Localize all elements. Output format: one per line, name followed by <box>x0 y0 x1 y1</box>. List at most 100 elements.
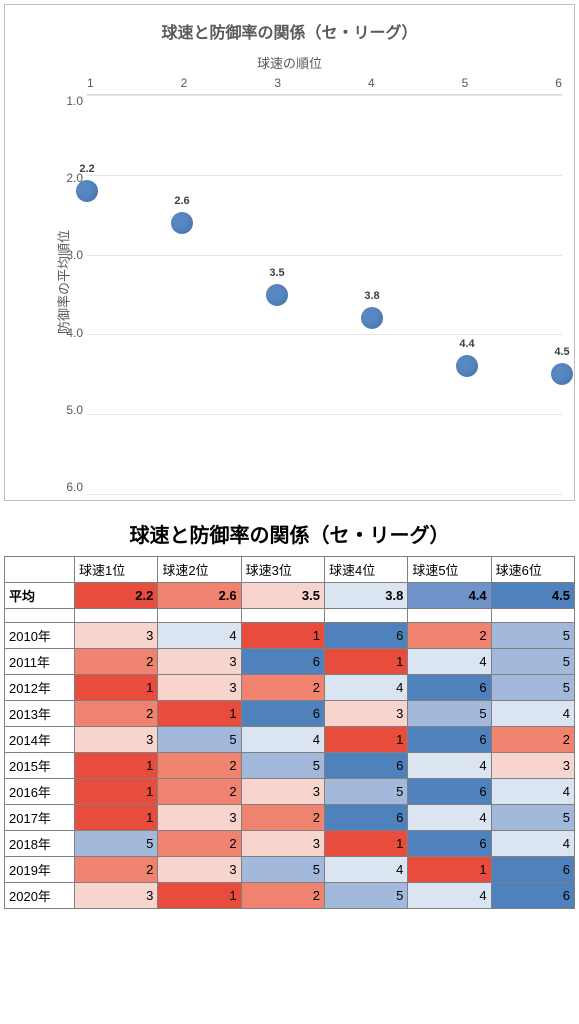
x-tick: 5 <box>462 76 469 90</box>
data-cell: 5 <box>491 649 574 675</box>
data-cell: 5 <box>241 857 324 883</box>
avg-cell: 2.2 <box>75 583 158 609</box>
data-cell: 1 <box>241 623 324 649</box>
x-ticks: 123456 <box>87 76 562 94</box>
table-row: 2011年236145 <box>5 649 575 675</box>
data-cell: 1 <box>324 649 407 675</box>
x-tick: 1 <box>87 76 94 90</box>
data-cell: 1 <box>408 857 491 883</box>
data-cell: 3 <box>158 857 241 883</box>
data-cell: 6 <box>408 727 491 753</box>
data-cell: 2 <box>241 805 324 831</box>
table-row: 2019年235416 <box>5 857 575 883</box>
data-cell: 4 <box>408 649 491 675</box>
year-cell: 2016年 <box>5 779 75 805</box>
year-cell: 2018年 <box>5 831 75 857</box>
data-cell: 2 <box>75 649 158 675</box>
data-point-label: 4.5 <box>554 346 569 358</box>
gridline <box>87 414 562 415</box>
data-cell: 3 <box>75 623 158 649</box>
data-cell: 3 <box>158 805 241 831</box>
y-axis-title: 防御率の平均順位 <box>54 230 73 334</box>
table-row: 2014年354162 <box>5 727 575 753</box>
plot-area: 2.22.63.53.84.44.5 <box>87 94 562 494</box>
column-header: 球速6位 <box>491 557 574 583</box>
x-tick: 6 <box>555 76 562 90</box>
year-cell: 2012年 <box>5 675 75 701</box>
data-cell: 6 <box>241 701 324 727</box>
table-row: 2017年132645 <box>5 805 575 831</box>
year-cell: 2014年 <box>5 727 75 753</box>
avg-cell: 4.5 <box>491 583 574 609</box>
data-point <box>456 355 478 377</box>
data-cell: 4 <box>491 779 574 805</box>
data-cell: 2 <box>241 883 324 909</box>
data-cell: 2 <box>491 727 574 753</box>
plot-wrapper: 防御率の平均順位 1.02.03.04.05.06.0 2.22.63.53.8… <box>11 94 568 494</box>
table-row: 2012年132465 <box>5 675 575 701</box>
data-cell: 4 <box>324 857 407 883</box>
data-cell: 6 <box>491 883 574 909</box>
data-cell: 4 <box>158 623 241 649</box>
data-cell: 1 <box>75 805 158 831</box>
year-cell: 2019年 <box>5 857 75 883</box>
data-cell: 5 <box>491 675 574 701</box>
table-row: 2018年523164 <box>5 831 575 857</box>
table-row: 2013年216354 <box>5 701 575 727</box>
data-point <box>551 363 573 385</box>
data-cell: 1 <box>158 883 241 909</box>
data-cell: 2 <box>158 779 241 805</box>
data-cell: 1 <box>324 831 407 857</box>
data-cell: 3 <box>241 831 324 857</box>
table-row: 2010年341625 <box>5 623 575 649</box>
year-cell: 2017年 <box>5 805 75 831</box>
data-cell: 5 <box>491 805 574 831</box>
data-cell: 3 <box>75 727 158 753</box>
data-cell: 3 <box>324 701 407 727</box>
data-cell: 2 <box>158 753 241 779</box>
avg-row: 平均2.22.63.53.84.44.5 <box>5 583 575 609</box>
data-cell: 5 <box>324 779 407 805</box>
year-cell: 2011年 <box>5 649 75 675</box>
data-cell: 4 <box>408 805 491 831</box>
gridline <box>87 95 562 96</box>
data-point-label: 3.8 <box>364 290 379 302</box>
data-cell: 4 <box>324 675 407 701</box>
data-cell: 6 <box>408 831 491 857</box>
y-tick: 5.0 <box>41 403 83 417</box>
chart-title: 球速と防御率の関係（セ・リーグ） <box>11 19 568 43</box>
x-tick: 2 <box>181 76 188 90</box>
table-title: 球速と防御率の関係（セ・リーグ） <box>4 511 575 556</box>
scatter-chart: 球速と防御率の関係（セ・リーグ） 球速の順位 123456 防御率の平均順位 1… <box>4 4 575 501</box>
data-cell: 6 <box>324 753 407 779</box>
data-cell: 5 <box>75 831 158 857</box>
data-table-container: 球速と防御率の関係（セ・リーグ） 球速1位球速2位球速3位球速4位球速5位球速6… <box>4 511 575 909</box>
data-cell: 3 <box>491 753 574 779</box>
data-point <box>76 180 98 202</box>
avg-cell: 4.4 <box>408 583 491 609</box>
column-header: 球速1位 <box>75 557 158 583</box>
data-cell: 1 <box>75 753 158 779</box>
data-cell: 6 <box>491 857 574 883</box>
column-header: 球速4位 <box>324 557 407 583</box>
header-row: 球速1位球速2位球速3位球速4位球速5位球速6位 <box>5 557 575 583</box>
data-cell: 2 <box>241 675 324 701</box>
x-axis-title: 球速の順位 <box>11 53 568 72</box>
gridline <box>87 255 562 256</box>
data-cell: 5 <box>324 883 407 909</box>
data-cell: 1 <box>324 727 407 753</box>
data-point-label: 3.5 <box>269 267 284 279</box>
column-header: 球速3位 <box>241 557 324 583</box>
data-cell: 1 <box>75 675 158 701</box>
table-body: 平均2.22.63.53.84.44.52010年3416252011年2361… <box>5 583 575 909</box>
data-cell: 3 <box>241 779 324 805</box>
gridline <box>87 334 562 335</box>
data-cell: 3 <box>158 649 241 675</box>
data-cell: 4 <box>241 727 324 753</box>
data-cell: 4 <box>408 753 491 779</box>
data-cell: 5 <box>491 623 574 649</box>
table-row: 2015年125643 <box>5 753 575 779</box>
data-cell: 1 <box>75 779 158 805</box>
data-cell: 2 <box>75 857 158 883</box>
data-point-label: 2.2 <box>79 163 94 175</box>
